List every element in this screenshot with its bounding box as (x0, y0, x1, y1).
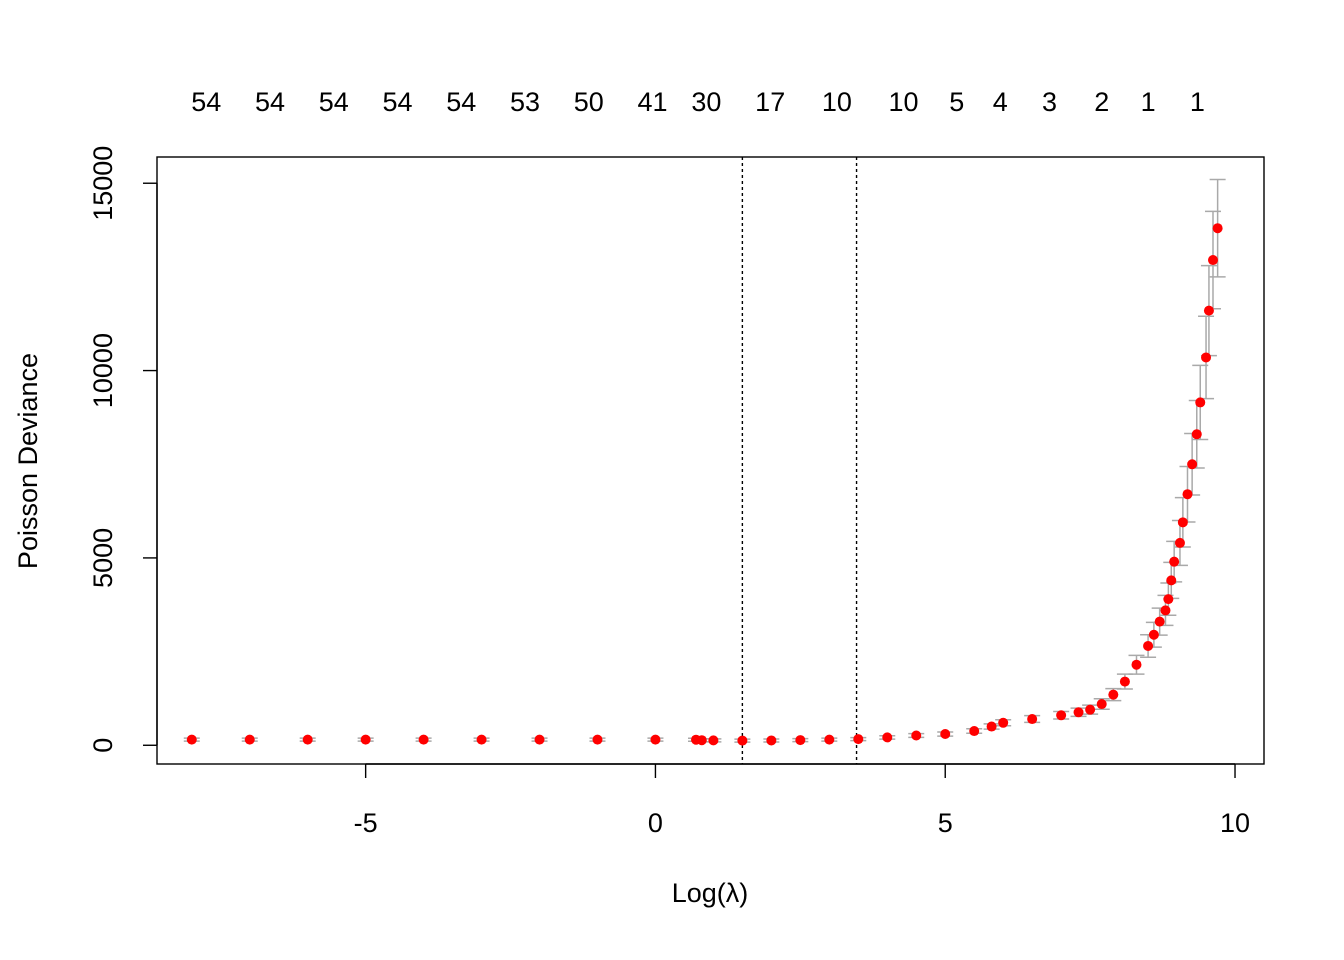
data-point (1163, 594, 1174, 605)
data-point (244, 734, 255, 745)
top-axis-label: 10 (822, 87, 852, 117)
data-point (696, 735, 707, 746)
data-point (1187, 459, 1198, 470)
y-tick-label: 5000 (88, 528, 118, 588)
y-tick-label: 0 (88, 738, 118, 753)
error-bars (183, 178, 1226, 743)
data-point (1207, 255, 1218, 266)
top-axis-label: 54 (255, 87, 285, 117)
data-point (911, 730, 922, 741)
data-point (737, 735, 748, 746)
top-axis-label: 5 (949, 87, 964, 117)
data-point (824, 734, 835, 745)
data-point (882, 732, 893, 743)
data-point (1174, 537, 1185, 548)
data-point (360, 734, 371, 745)
data-point (476, 734, 487, 745)
data-point (853, 734, 864, 745)
data-point (1195, 397, 1206, 408)
y-tick-label: 15000 (88, 146, 118, 221)
data-point (1212, 223, 1223, 234)
data-point (940, 729, 951, 740)
data-point (1108, 689, 1119, 700)
top-axis-label: 54 (319, 87, 349, 117)
top-axis-label: 54 (446, 87, 476, 117)
data-point (650, 734, 661, 745)
top-axis-label: 53 (510, 87, 540, 117)
y-axis-label: Poisson Deviance (13, 353, 43, 569)
data-point (1166, 575, 1177, 586)
data-point (795, 735, 806, 746)
top-axis-label: 50 (574, 87, 604, 117)
top-axis-label: 17 (755, 87, 785, 117)
x-axis-label: Log(λ) (672, 878, 749, 908)
data-point (1143, 640, 1154, 651)
x-tick-label: 10 (1220, 808, 1250, 838)
data-point (1027, 714, 1038, 725)
top-axis-nonzero-counts: 54 54 54 54 54 53 50 41 30 17 10 10 5 4 3 2 1 1 (191, 87, 1205, 117)
x-axis: -5 0 5 10 (354, 763, 1250, 838)
data-point (186, 734, 197, 745)
x-tick-label: 0 (648, 808, 663, 838)
data-point (1119, 676, 1130, 687)
top-axis-label: 1 (1141, 87, 1156, 117)
y-axis: 0 5000 10000 15000 (88, 146, 158, 753)
data-point (1085, 704, 1096, 715)
data-point (1201, 352, 1212, 363)
data-point (1203, 305, 1214, 316)
data-point (1177, 517, 1188, 528)
data-points (186, 223, 1223, 746)
data-point (766, 735, 777, 746)
top-axis-label: 3 (1042, 87, 1057, 117)
top-axis-label: 4 (993, 87, 1008, 117)
data-point (1160, 605, 1171, 616)
data-point (1096, 699, 1107, 710)
data-point (998, 717, 1009, 728)
data-point (1182, 489, 1193, 500)
top-axis-label: 41 (638, 87, 668, 117)
data-point (708, 735, 719, 746)
data-point (969, 726, 980, 737)
lambda-reference-lines (741, 157, 858, 764)
plot-box (156, 156, 1265, 765)
top-axis-label: 54 (383, 87, 413, 117)
data-point (1154, 616, 1165, 627)
data-point (1148, 629, 1159, 640)
x-tick-label: -5 (354, 808, 378, 838)
data-point (1073, 707, 1084, 718)
x-tick-label: 5 (938, 808, 953, 838)
data-point (592, 734, 603, 745)
data-point (1056, 710, 1067, 721)
top-axis-label: 10 (888, 87, 918, 117)
top-axis-label: 54 (191, 87, 221, 117)
data-point (534, 734, 545, 745)
data-point (1169, 556, 1180, 567)
top-axis-label: 30 (691, 87, 721, 117)
data-point (1191, 429, 1202, 440)
data-point (986, 721, 997, 732)
data-point (1131, 659, 1142, 670)
top-axis-label: 1 (1190, 87, 1205, 117)
top-axis-label: 2 (1094, 87, 1109, 117)
data-point (302, 734, 313, 745)
y-tick-label: 10000 (88, 333, 118, 408)
data-point (418, 734, 429, 745)
